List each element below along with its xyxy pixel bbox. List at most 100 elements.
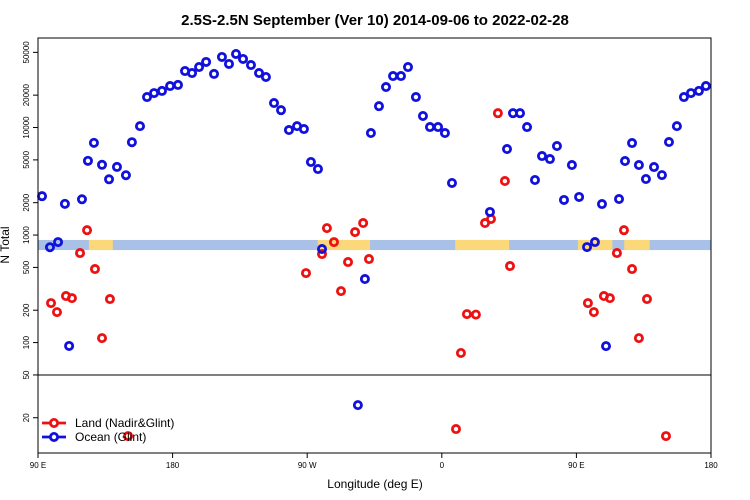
point [238,53,249,64]
point [298,124,309,135]
point [558,194,569,205]
point [492,108,503,119]
point [365,128,376,139]
y-tick-label: 2000 [22,193,31,211]
y-tick-label: 200 [22,303,31,317]
point [633,160,644,171]
point [656,170,667,181]
point [604,293,615,304]
x-tick-label: 180 [704,461,718,470]
point [283,125,294,136]
land-segment [624,239,650,251]
x-tick-label: 90 E [568,461,584,470]
point [66,293,77,304]
point [46,298,57,309]
point [588,307,599,318]
point [618,225,629,236]
point [614,194,625,205]
point [75,248,86,259]
legend-marker [49,431,60,442]
point [254,68,265,79]
point [446,177,457,188]
point [410,92,421,103]
point [359,274,370,285]
point [82,225,93,236]
legend-label: Ocean (Glint) [75,430,146,444]
point [165,81,176,92]
point [301,268,312,279]
point [566,160,577,171]
point [312,164,323,175]
point [209,68,220,79]
point [317,249,328,260]
x-tick-label: 90 E [30,461,46,470]
point [582,242,593,253]
point [104,294,115,305]
y-tick-label: 10000 [22,116,31,139]
point [395,71,406,82]
y-tick-label: 1000 [22,226,31,244]
point [44,242,55,253]
point [134,121,145,132]
point [484,206,495,217]
x-tick-label: 180 [166,461,180,470]
point [321,223,332,234]
y-tick-label: 100 [22,335,31,349]
point [537,151,548,162]
point [97,159,108,170]
point [663,137,674,148]
point [611,248,622,259]
point [142,92,153,103]
point [455,348,466,359]
point [544,154,555,165]
chart-title: 2.5S-2.5N September (Ver 10) 2014-09-06 … [181,12,569,29]
point [37,191,48,202]
point [574,191,585,202]
point [551,141,562,152]
point [194,62,205,73]
point [363,254,374,265]
point [649,162,660,173]
point [343,257,354,268]
point [111,161,122,172]
ocean-band [38,239,711,251]
y-tick-label: 20000 [22,83,31,106]
point [633,333,644,344]
point [640,174,651,185]
point [439,128,450,139]
point [245,60,256,71]
point [461,309,472,320]
point [620,156,631,167]
point [276,105,287,116]
land-segment [88,239,113,251]
point [373,101,384,112]
point [601,341,612,352]
point [156,85,167,96]
y-tick-label: 20 [22,413,31,422]
legend-marker [49,417,60,428]
legend-label: Land (Nadir&Glint) [75,416,174,430]
point [268,98,279,109]
point [502,144,513,155]
point [451,424,462,435]
point [97,333,108,344]
x-axis-label: Longitude (deg E) [327,477,422,491]
point [381,82,392,93]
point [417,110,428,121]
point [685,88,696,99]
point [641,294,652,305]
y-tick-label: 50000 [22,41,31,64]
plot-frame [37,37,712,454]
point [504,261,515,272]
point [201,56,212,67]
point [660,431,671,442]
land-segment [455,239,510,251]
point [671,121,682,132]
x-tick-label: 90 W [298,461,317,470]
point [522,122,533,133]
y-tick-label: 50 [22,370,31,379]
point [358,218,369,229]
point [187,68,198,79]
point [678,92,689,103]
